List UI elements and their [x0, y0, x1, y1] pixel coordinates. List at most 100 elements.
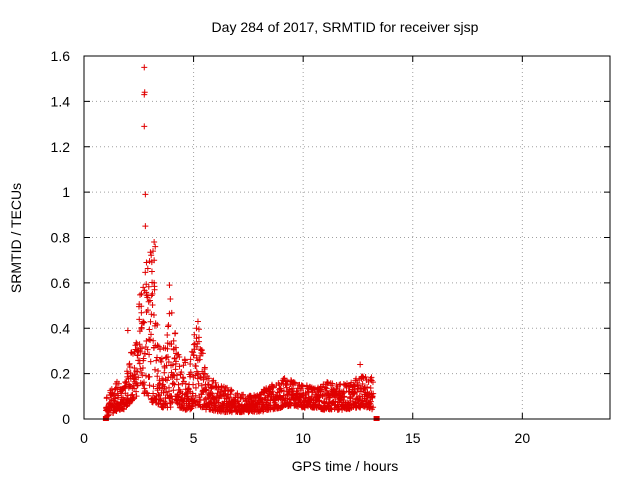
data-point: [369, 379, 376, 386]
data-point: [368, 394, 375, 401]
data-point: [148, 292, 155, 299]
data-point: [138, 309, 145, 316]
x-axis-label: GPS time / hours: [292, 458, 399, 474]
y-tick-label: 0.4: [51, 320, 71, 336]
data-point-outlier: [143, 259, 150, 266]
data-point-outlier: [152, 243, 159, 250]
data-point: [190, 381, 197, 388]
data-point: [283, 384, 290, 391]
data-point-outlier: [151, 239, 158, 246]
data-point: [215, 399, 222, 406]
data-point: [216, 391, 223, 398]
data-point: [323, 396, 330, 403]
data-point-outlier: [357, 361, 364, 368]
data-point: [185, 385, 192, 392]
data-point: [307, 395, 314, 402]
data-point: [195, 380, 202, 387]
plot-frame: [83, 55, 611, 420]
data-point: [211, 402, 218, 409]
data-point: [146, 382, 153, 389]
y-tick-label: 0: [62, 411, 70, 427]
y-tick-label: 0.6: [51, 275, 71, 291]
data-point: [136, 316, 143, 323]
data-point-outlier: [151, 257, 158, 264]
data-point: [139, 372, 146, 379]
data-point: [269, 384, 276, 391]
data-point: [169, 361, 176, 368]
data-point: [174, 393, 181, 400]
data-point: [290, 379, 297, 386]
tick-labels: 0 5 10 15 20 0 0.2 0.4 0.6 0.8 1 1.2 1.4 1.6: [51, 48, 531, 446]
data-point: [167, 399, 174, 406]
data-point: [164, 331, 171, 338]
y-tick-label: 1.6: [51, 48, 71, 64]
x-tick-label: 10: [295, 430, 311, 446]
data-point: [123, 378, 130, 385]
data-point: [133, 339, 140, 346]
data-point: [175, 394, 182, 401]
data-point: [141, 319, 148, 326]
data-point: [364, 384, 371, 391]
data-point: [140, 381, 147, 388]
data-point: [115, 392, 122, 399]
data-point: [170, 380, 177, 387]
data-point-outlier: [141, 123, 148, 130]
data-point-outlier: [151, 279, 158, 286]
data-point: [202, 387, 209, 394]
data-point: [205, 375, 212, 382]
data-point: [329, 380, 336, 387]
data-point: [200, 370, 207, 377]
data-point: [351, 389, 358, 396]
data-point: [169, 398, 176, 405]
data-point: [126, 363, 133, 370]
data-point: [115, 380, 122, 387]
data-point: [204, 381, 211, 388]
data-point-outlier: [148, 268, 155, 275]
data-point: [225, 395, 232, 402]
data-point: [161, 385, 168, 392]
data-point: [133, 388, 140, 395]
data-point: [155, 343, 162, 350]
data-point: [288, 385, 295, 392]
data-point: [173, 372, 180, 379]
y-axis-label: SRMTID / TECUs: [8, 183, 24, 293]
data-point: [164, 353, 171, 360]
data-point: [200, 376, 207, 383]
data-point: [184, 393, 191, 400]
x-tick-label: 15: [405, 430, 421, 446]
data-point: [146, 326, 153, 333]
data-point: [154, 373, 161, 380]
data-point: [167, 296, 174, 303]
data-point: [164, 377, 171, 384]
data-point: [145, 283, 152, 290]
data-point: [144, 265, 151, 272]
data-point: [192, 392, 199, 399]
data-point: [142, 269, 149, 276]
data-point: [147, 358, 154, 365]
data-point: [144, 307, 151, 314]
x-tick-label: 0: [80, 430, 88, 446]
data-point: [139, 345, 146, 352]
data-point: [192, 384, 199, 391]
data-point: [172, 344, 179, 351]
data-point: [175, 381, 182, 388]
data-point: [149, 301, 156, 308]
data-point: [138, 290, 145, 297]
data-point: [322, 384, 329, 391]
data-point: [163, 389, 170, 396]
data-point: [150, 383, 157, 390]
data-point: [367, 384, 374, 391]
data-point: [234, 390, 241, 397]
data-point: [148, 311, 155, 318]
data-point-outlier: [141, 64, 148, 71]
data-point: [136, 341, 143, 348]
data-point: [294, 385, 301, 392]
data-points: [102, 64, 380, 421]
data-point: [154, 354, 161, 361]
data-point: [103, 394, 110, 401]
x-tick-label: 5: [190, 430, 198, 446]
data-point: [158, 358, 165, 365]
data-point: [182, 380, 189, 387]
data-point: [146, 373, 153, 380]
